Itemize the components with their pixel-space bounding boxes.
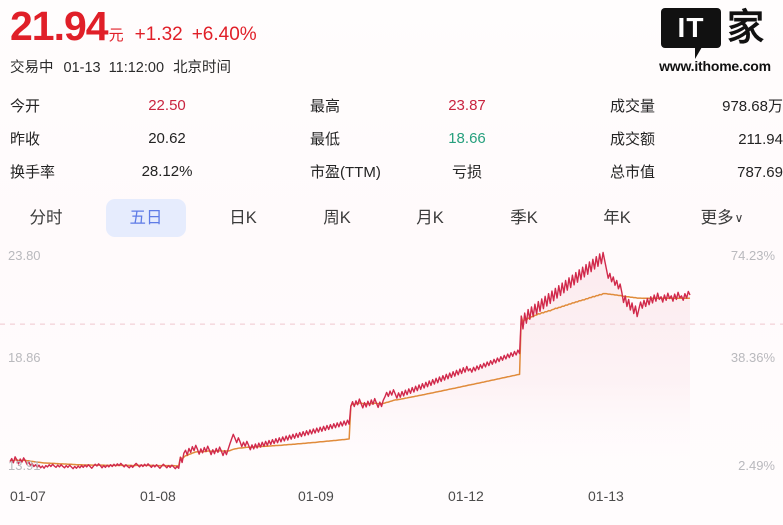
price-chart-canvas[interactable] [0, 246, 783, 486]
ithome-logo: IT 家 www.ithome.com [655, 6, 775, 80]
stat-label: 最高 [310, 97, 341, 115]
tab-label: 季K [510, 209, 538, 227]
market-status-row: 交易中 01-13 11:12:00 北京时间 [10, 56, 231, 77]
tab-五日[interactable]: 五日 [106, 199, 186, 237]
tab-label: 周K [323, 209, 351, 227]
stat-label: 成交量 [610, 97, 656, 115]
tab-分时[interactable]: 分时 [14, 199, 78, 237]
tab-季K[interactable]: 季K [492, 199, 556, 237]
period-tabbar: 分时 五日 日K 周K 月K 季K 年K 更多∨ [0, 196, 783, 242]
quote-header: 21.94 元 +1.32 +6.40% 交易中 01-13 11:12:00 … [0, 0, 783, 86]
stat-cell: 昨收 20.62 [10, 125, 210, 151]
tab-周K[interactable]: 周K [305, 199, 369, 237]
x-axis: 01-07 01-08 01-09 01-12 01-13 [0, 488, 783, 518]
tab-label: 月K [416, 209, 444, 227]
tab-label: 更多 [700, 209, 734, 227]
stat-value: 23.87 [448, 96, 486, 114]
stat-value: 211.94亿 [738, 130, 783, 148]
tab-更多[interactable]: 更多∨ [682, 199, 762, 237]
stat-value: 22.50 [148, 96, 186, 114]
stats-grid: 今开 22.50 昨收 20.62 换手率 28.12% 最高 23.87 最低 18.66 市盈(… [0, 92, 783, 186]
y-axis-left-tick-low: 13.91 [8, 458, 41, 473]
logo-mark: IT 家 [655, 6, 775, 59]
logo-url: www.ithome.com [659, 58, 771, 74]
price-row: 21.94 元 +1.32 +6.40% [10, 6, 257, 47]
y-axis-right-tick-mid: 38.36% [730, 350, 775, 365]
stat-cell: 今开 22.50 [10, 92, 210, 118]
y-axis-left-tick-high: 23.80 [8, 248, 41, 263]
stat-value: 亏损 [451, 163, 482, 181]
stat-label: 成交额 [610, 130, 656, 148]
x-axis-tick: 01-07 [10, 488, 46, 504]
currency-unit: 元 [108, 27, 124, 44]
price-chart[interactable]: 23.80 18.86 13.91 74.23% 38.36% 2.49% [0, 246, 783, 486]
tab-年K[interactable]: 年K [585, 199, 649, 237]
stat-cell: 总市值 787.69亿 [610, 158, 783, 184]
x-axis-tick: 01-13 [588, 488, 624, 504]
tab-月K[interactable]: 月K [398, 199, 462, 237]
quote-time: 11:12:00 [108, 60, 165, 76]
change-percent: +6.40% [191, 24, 257, 45]
y-axis-right-tick-low: 2.49% [738, 458, 775, 473]
stat-value: 787.69亿 [737, 163, 783, 181]
stat-label: 市盈(TTM) [310, 163, 381, 181]
speech-bubble-icon [661, 8, 721, 59]
stat-label: 换手率 [10, 163, 56, 181]
price-line [9, 251, 691, 470]
logo-cjk-text: 家 [727, 6, 764, 49]
stat-cell: 市盈(TTM) 亏损 [310, 158, 510, 184]
y-axis-left-tick-mid: 18.86 [8, 350, 41, 365]
tab-日K[interactable]: 日K [211, 199, 275, 237]
stat-value: 20.62 [148, 129, 186, 147]
stat-cell: 成交额 211.94亿 [610, 125, 783, 151]
x-axis-tick: 01-12 [448, 488, 484, 504]
last-price: 21.94 [10, 3, 109, 49]
x-axis-tick: 01-09 [298, 488, 334, 504]
tab-label: 分时 [29, 209, 63, 227]
stat-label: 今开 [10, 97, 41, 115]
stat-cell: 最低 18.66 [310, 125, 510, 151]
stat-label: 总市值 [610, 163, 656, 181]
price-area-fill [10, 252, 690, 472]
stat-label: 昨收 [10, 130, 41, 148]
tab-label: 年K [603, 209, 631, 227]
chevron-down-icon: ∨ [734, 211, 744, 225]
y-axis-right-tick-high: 74.23% [730, 248, 775, 263]
stat-value: 978.68万手 [722, 97, 783, 115]
x-axis-tick: 01-08 [140, 488, 176, 504]
stat-cell: 最高 23.87 [310, 92, 510, 118]
stat-cell: 成交量 978.68万手 [610, 92, 783, 118]
tab-label: 五日 [129, 209, 163, 227]
stat-value: 18.66 [448, 129, 486, 147]
change-absolute: +1.32 [134, 24, 183, 45]
stat-cell: 换手率 28.12% [10, 158, 210, 184]
stat-label: 最低 [310, 130, 341, 148]
logo-it-text: IT [677, 12, 705, 43]
quote-timezone: 北京时间 [173, 60, 232, 76]
tab-label: 日K [229, 209, 257, 227]
market-status: 交易中 [10, 60, 54, 76]
quote-date: 01-13 [63, 60, 101, 76]
stat-value: 28.12% [141, 162, 193, 180]
